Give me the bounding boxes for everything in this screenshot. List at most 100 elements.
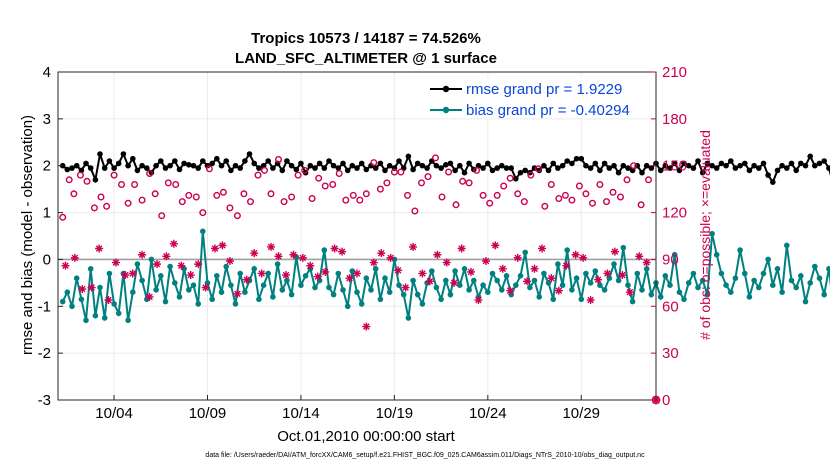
rmse-point — [256, 165, 262, 171]
bias-point — [73, 275, 80, 282]
bias-point — [382, 275, 388, 282]
rmse-point — [246, 151, 253, 157]
bias-point — [372, 266, 379, 272]
obs-possible-point — [301, 166, 309, 174]
rmse-point — [788, 160, 795, 167]
x-axis-label: Oct.01,2010 00:00:00 start — [277, 428, 455, 445]
bias-point — [671, 251, 678, 258]
rmse-point — [662, 162, 669, 169]
bias-point — [466, 287, 472, 293]
rmse-point — [587, 165, 594, 171]
bias-point — [461, 266, 468, 272]
rmse-point — [312, 165, 318, 171]
obs-possible-point — [65, 176, 73, 184]
bias-point — [302, 273, 309, 279]
rmse-point — [746, 167, 753, 174]
bias-point — [228, 282, 234, 289]
obs-evaluated-point — [538, 244, 547, 253]
rmse-point — [615, 169, 622, 176]
obs-possible-point — [280, 198, 288, 206]
bias-point — [760, 270, 767, 277]
bias-point — [298, 282, 304, 289]
legend-bias-marker — [442, 106, 450, 114]
bias-point — [101, 315, 108, 321]
obs-evaluated-point — [594, 275, 603, 284]
obs-possible-point — [342, 196, 350, 204]
rmse-point — [330, 162, 337, 169]
obs-possible-point — [500, 182, 508, 190]
rmse-point — [671, 160, 678, 167]
chart-title: Tropics 10573 / 14187 = 74.526% — [251, 30, 481, 47]
rmse-point — [167, 162, 173, 169]
obs-possible-point — [321, 182, 329, 190]
rmse-point — [485, 160, 491, 167]
obs-possible-point — [506, 174, 514, 182]
obs-possible-point — [411, 207, 419, 215]
rmse-point — [713, 165, 720, 171]
obs-evaluated-point — [298, 253, 307, 262]
obs-evaluated-point — [498, 264, 507, 273]
rmse-point — [611, 162, 617, 169]
rmse-point — [583, 162, 589, 169]
obs-possible-point — [356, 196, 364, 204]
obs-possible-point — [589, 199, 597, 207]
rmse-point — [363, 166, 370, 173]
obs-evaluated-point — [586, 296, 595, 305]
rmse-point — [709, 162, 715, 169]
obs-possible-point — [199, 209, 207, 217]
obs-evaluated-point — [186, 271, 195, 280]
rmse-point — [737, 162, 743, 169]
bias-point — [826, 266, 830, 272]
obs-possible-point — [623, 176, 631, 184]
rmse-point — [522, 167, 528, 174]
obs-evaluated-point — [579, 253, 588, 262]
bias-point — [695, 284, 701, 291]
legend-bias-label: bias grand pr = -0.40294 — [466, 102, 630, 119]
bias-point — [214, 273, 220, 279]
rmse-point — [573, 155, 580, 162]
rmse-point — [555, 165, 561, 171]
bias-point — [69, 303, 75, 310]
bias-point — [812, 263, 818, 270]
obs-possible-point — [261, 166, 269, 174]
bias-point — [615, 277, 622, 284]
obs-evaluated-point — [250, 249, 259, 258]
obs-evaluated-point — [210, 244, 219, 253]
bias-point — [573, 275, 580, 282]
bias-point — [583, 270, 589, 277]
bias-point — [676, 289, 683, 296]
obs-possible-point — [404, 191, 412, 199]
obs-evaluated-point — [369, 258, 378, 267]
obs-possible-point — [131, 180, 139, 188]
bias-point — [625, 282, 631, 289]
rmse-point — [111, 165, 117, 171]
obs-possible-point — [59, 213, 67, 221]
bias-point — [139, 277, 145, 284]
obs-evaluated-point — [377, 249, 386, 258]
rmse-point — [298, 160, 304, 167]
obs-possible-point — [520, 198, 528, 206]
rmse-point — [779, 162, 785, 169]
bias-point — [802, 298, 809, 305]
bias-point — [92, 312, 99, 319]
obs-evaluated-point — [394, 266, 403, 275]
obs-evaluated-point — [603, 269, 612, 278]
rmse-point — [742, 160, 748, 167]
obs-possible-point — [432, 154, 440, 162]
bias-point — [779, 289, 785, 296]
bias-point — [78, 296, 85, 303]
rmse-point — [410, 166, 416, 173]
bias-point — [176, 294, 183, 300]
rmse-point — [620, 162, 627, 169]
bias-point — [97, 284, 103, 291]
y-right-tick-label: 0 — [662, 392, 670, 409]
rmse-point — [452, 167, 458, 174]
rmse-point — [307, 162, 314, 169]
rmse-point — [807, 153, 813, 160]
obs-possible-point — [83, 177, 91, 185]
bias-point — [732, 275, 739, 282]
rmse-point — [695, 158, 701, 164]
bias-point — [447, 291, 454, 298]
obs-evaluated-point — [418, 269, 427, 278]
rmse-point — [545, 167, 552, 174]
